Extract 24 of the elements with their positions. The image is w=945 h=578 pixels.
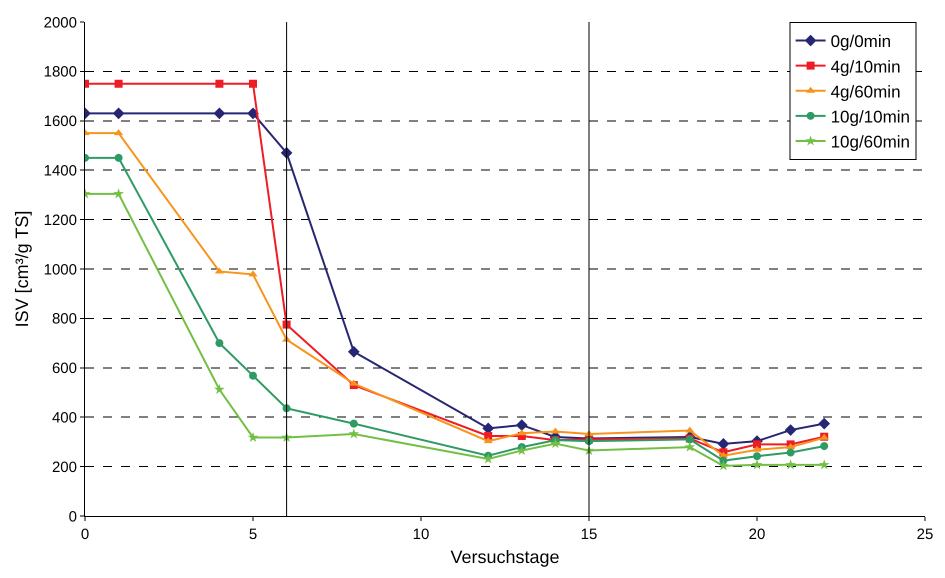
x-tick-label: 15 <box>580 526 598 543</box>
y-tick-label: 1800 <box>44 64 77 81</box>
y-tick-label: 600 <box>52 360 77 378</box>
y-tick-label: 1000 <box>44 261 77 278</box>
y-axis-title: ISV [cm³/g TS] <box>12 210 32 328</box>
x-tick-label: 5 <box>248 526 258 543</box>
legend-label: 10g/10min <box>830 107 910 126</box>
legend-label: 4g/60min <box>830 82 901 102</box>
y-tick-label: 200 <box>52 458 77 476</box>
y-tick-label: 1200 <box>44 212 77 229</box>
legend-label: 10g/60min <box>830 132 910 152</box>
y-tick-label: 1400 <box>44 162 77 180</box>
x-tick-label: 10 <box>412 526 430 543</box>
legend-label: 4g/10min <box>830 57 901 76</box>
x-tick-label: 0 <box>80 526 90 543</box>
y-tick-label: 800 <box>52 310 77 328</box>
x-tick-label: 20 <box>748 526 766 543</box>
x-tick-label: 25 <box>916 526 934 543</box>
y-tick-label: 1600 <box>44 113 77 130</box>
y-tick-label: 400 <box>52 409 77 426</box>
x-axis-title: Versuchstage <box>450 547 560 568</box>
legend-label: 0g/0min <box>830 32 892 52</box>
y-tick-label: 2000 <box>44 14 77 32</box>
y-tick-label: 0 <box>68 508 77 526</box>
